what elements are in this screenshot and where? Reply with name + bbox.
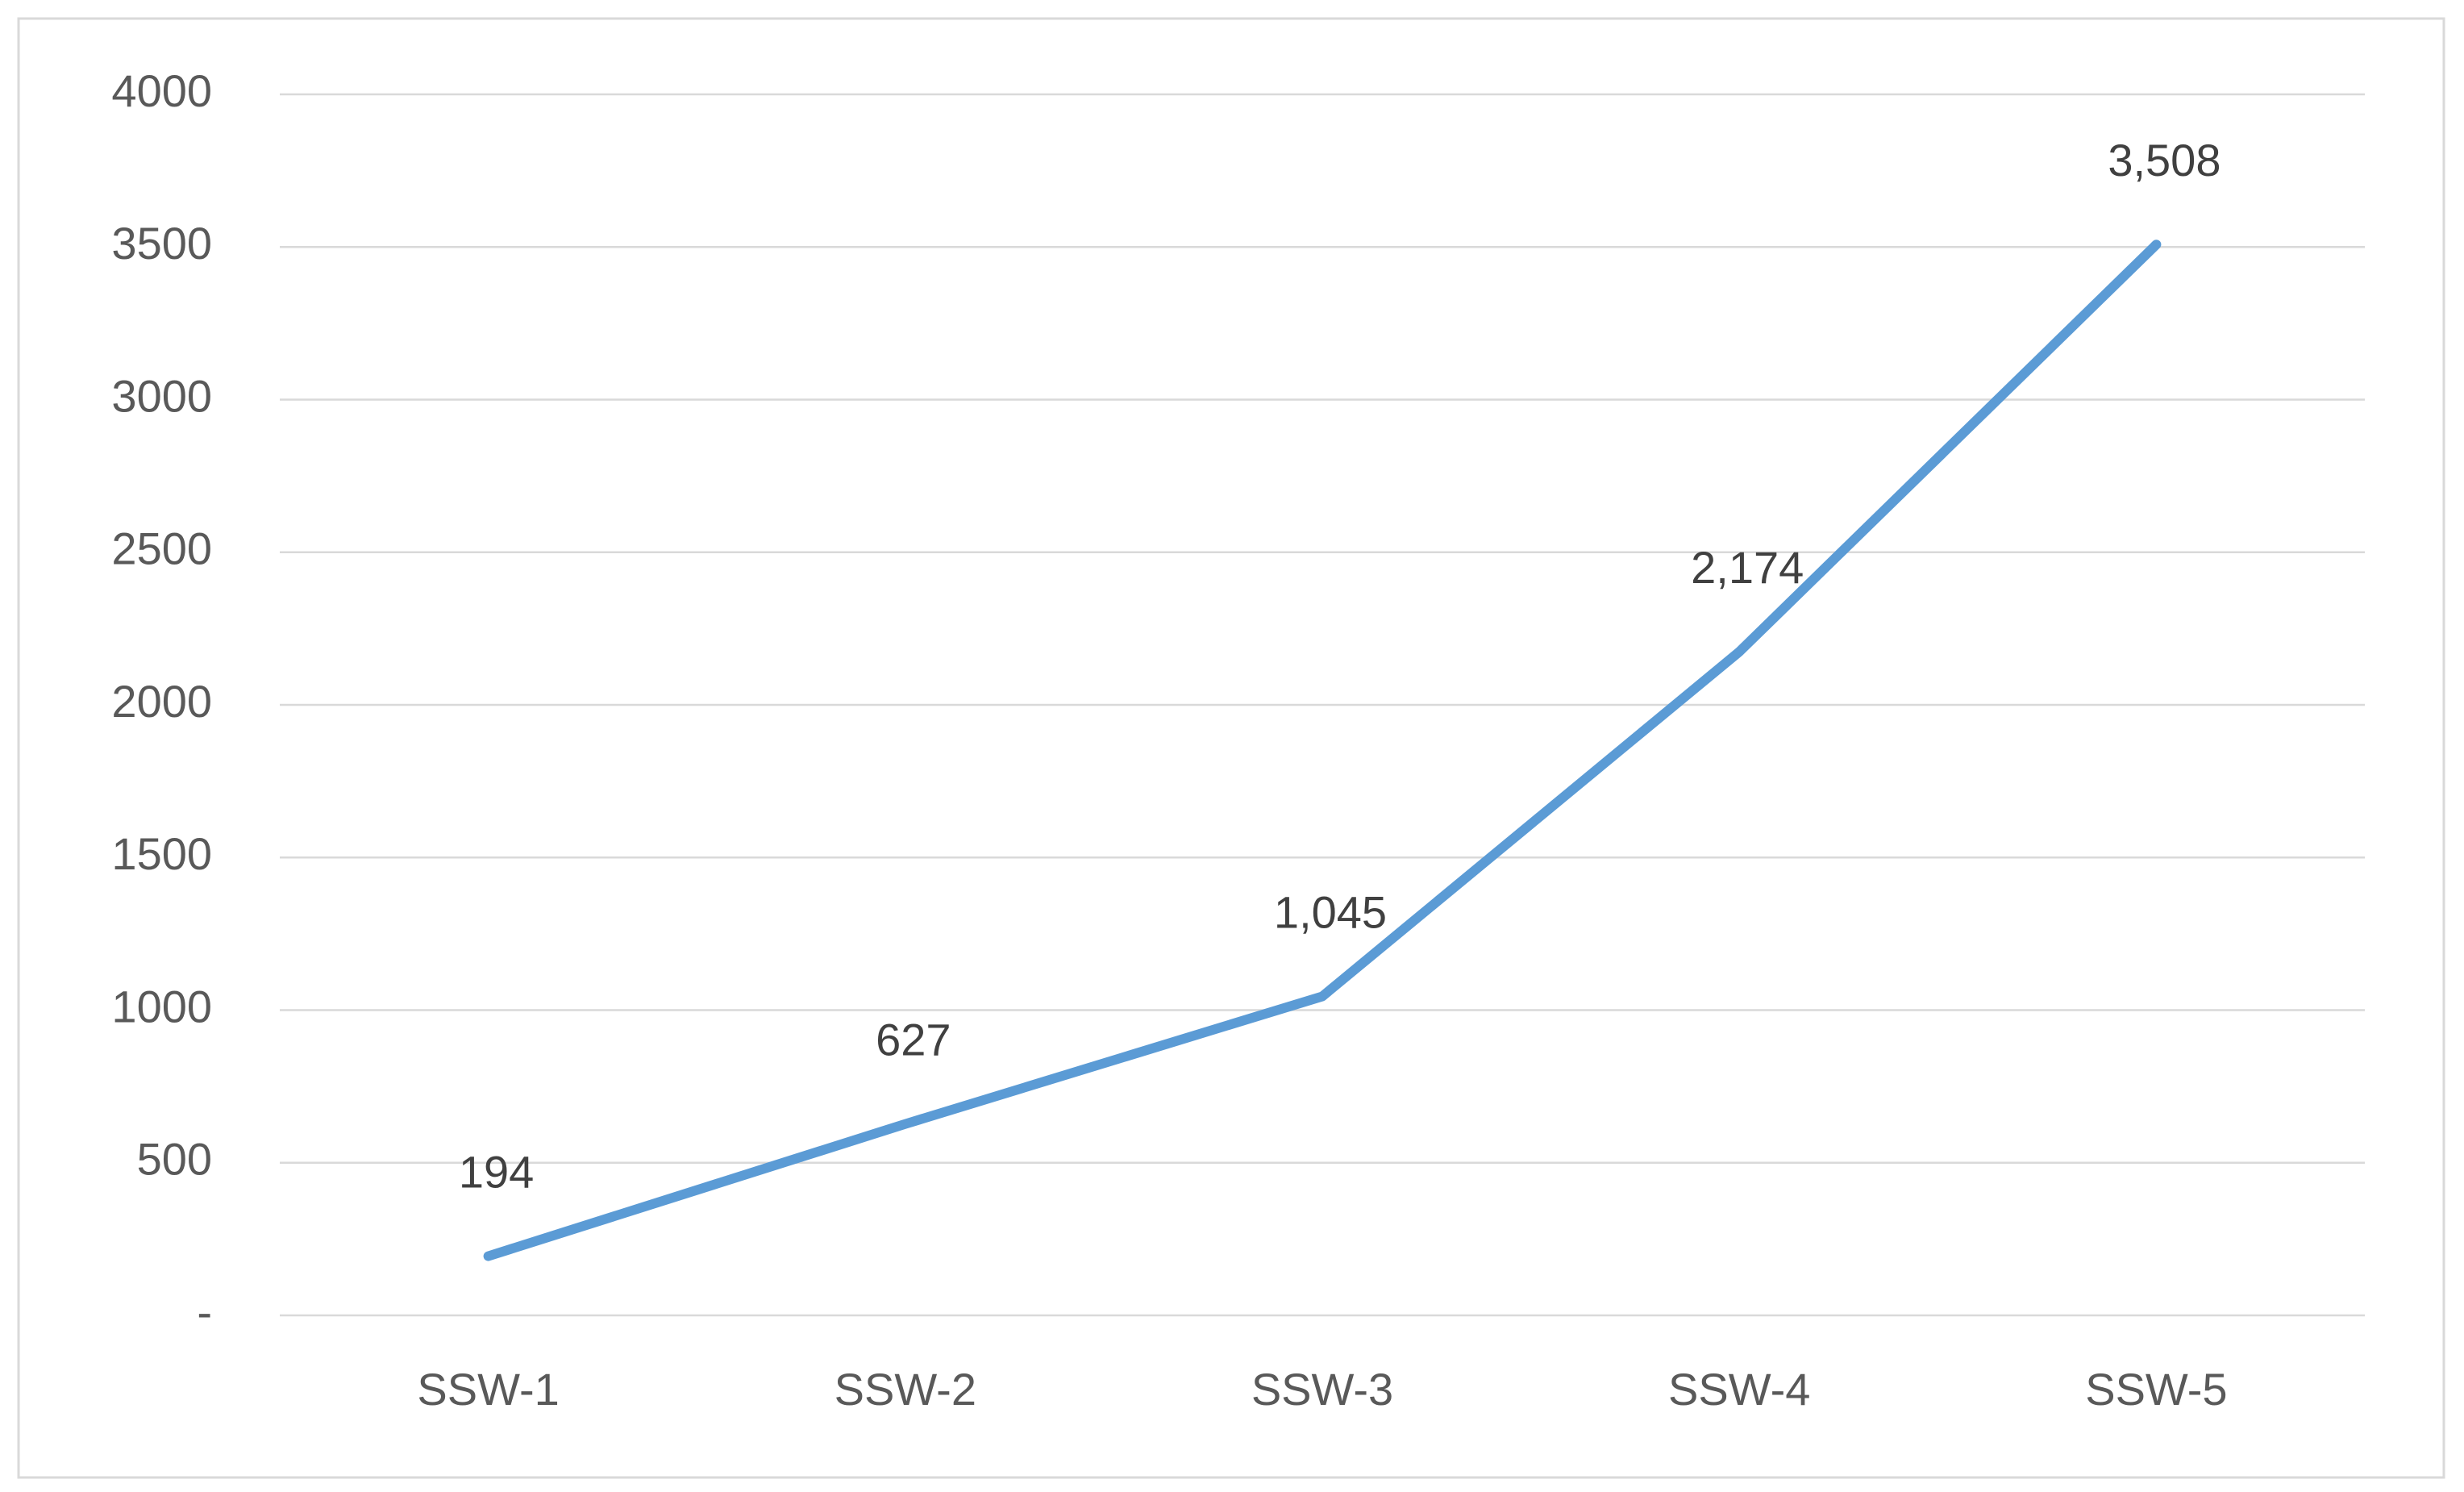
line — [483, 240, 2162, 1261]
chart-border — [17, 17, 2445, 1479]
y-tick-label: 1500 — [111, 828, 212, 879]
y-tick-label: 3500 — [111, 218, 212, 269]
x-tick-label: SSW-1 — [417, 1364, 559, 1415]
x-tick-label: SSW-5 — [2085, 1364, 2227, 1415]
x-tick-label: SSW-2 — [835, 1364, 976, 1415]
x-tick-label: SSW-3 — [1251, 1364, 1393, 1415]
y-tick-label: 1000 — [111, 981, 212, 1031]
data-label: 627 — [876, 1014, 951, 1065]
y-tick-label: 500 — [137, 1134, 212, 1185]
x-tick-label: SSW-4 — [1668, 1364, 1810, 1415]
y-tick-label: 3000 — [111, 370, 212, 421]
y-tick-label: 2000 — [111, 676, 212, 727]
data-label: 3,508 — [2108, 135, 2221, 185]
y-tick-label: - — [197, 1286, 212, 1337]
data-label: 2,174 — [1691, 542, 1804, 593]
y-tick-label: 4000 — [111, 65, 212, 116]
data-label: 1,045 — [1274, 886, 1387, 937]
y-tick-label: 2500 — [111, 523, 212, 574]
data-label: 194 — [459, 1146, 534, 1197]
